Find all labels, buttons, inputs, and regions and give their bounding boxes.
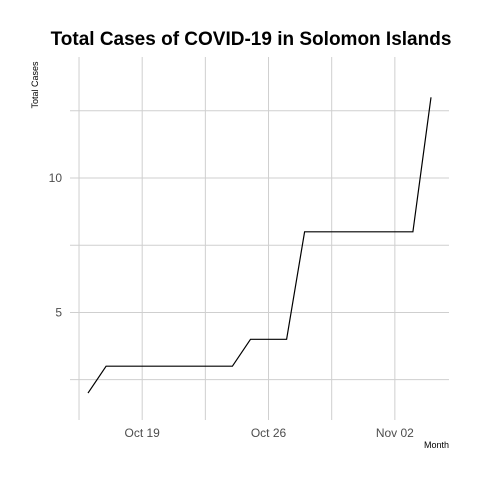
x-tick-label: Oct 19	[125, 426, 161, 440]
x-tick-label: Nov 02	[376, 426, 414, 440]
x-axis-label: Month	[424, 440, 449, 450]
tick-labels: 5 10 Oct 19 Oct 26 Nov 02	[49, 171, 415, 440]
grid-lines	[70, 57, 449, 420]
series-lines	[87, 97, 432, 394]
y-tick-label: 10	[49, 171, 63, 185]
total-cases-line	[87, 97, 432, 394]
x-tick-label: Oct 26	[251, 426, 287, 440]
y-tick-label: 5	[55, 305, 62, 319]
chart-title: Total Cases of COVID-19 in Solomon Islan…	[51, 29, 452, 50]
y-axis-label: Total Cases	[30, 61, 40, 109]
